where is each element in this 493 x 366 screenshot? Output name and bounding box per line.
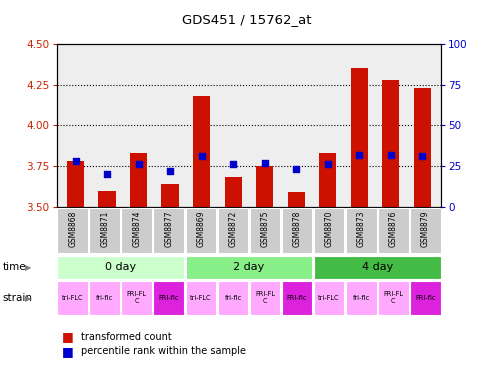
Text: 0 day: 0 day [105,262,137,272]
Bar [121,208,152,253]
Text: GSM8870: GSM8870 [324,210,334,247]
Bar [185,208,216,253]
Bar [89,281,120,315]
Bar [346,208,377,253]
Point [229,161,237,167]
Point [324,161,332,167]
Text: ▶: ▶ [25,263,32,272]
Text: GSM8869: GSM8869 [196,210,206,247]
Point [166,168,174,174]
Text: GSM8879: GSM8879 [421,210,430,247]
Bar [162,184,179,207]
Text: time: time [2,262,26,272]
Bar [67,161,84,207]
Point [261,160,269,166]
Text: GSM8875: GSM8875 [260,210,270,247]
Point [71,158,79,164]
Text: GSM8872: GSM8872 [228,210,238,247]
Bar [121,281,152,315]
Point [198,153,206,159]
Bar [185,255,313,279]
Bar [224,178,242,207]
Text: FRI-FL
C: FRI-FL C [127,291,147,304]
Point [387,152,395,158]
Text: GSM8871: GSM8871 [100,210,109,247]
Bar [217,281,248,315]
Bar [282,281,313,315]
Point [355,152,363,158]
Text: GDS451 / 15762_at: GDS451 / 15762_at [182,13,311,26]
Bar [314,281,345,315]
Point [419,153,426,159]
Text: fri-flc: fri-flc [96,295,113,300]
Text: GSM8868: GSM8868 [68,210,77,247]
Bar [410,281,441,315]
Bar [378,281,409,315]
Bar [282,208,313,253]
Bar [130,153,147,207]
Text: GSM8876: GSM8876 [388,210,398,247]
Point [135,161,142,167]
Bar [314,255,441,279]
Bar [346,281,377,315]
Bar [410,208,441,253]
Text: ■: ■ [62,330,73,343]
Bar [351,68,368,207]
Bar [256,166,274,207]
Bar [57,281,88,315]
Point [292,167,300,172]
Bar [249,208,281,253]
Bar [153,281,184,315]
Bar [185,281,216,315]
Bar [57,255,184,279]
Text: FRI-FL
C: FRI-FL C [383,291,403,304]
Text: fri-flc: fri-flc [352,295,370,300]
Text: percentile rank within the sample: percentile rank within the sample [81,346,246,356]
Bar [193,96,211,207]
Text: FRI-flc: FRI-flc [287,295,307,300]
Text: tri-FLC: tri-FLC [62,295,83,300]
Text: GSM8874: GSM8874 [132,210,141,247]
Bar [382,80,399,207]
Text: GSM8878: GSM8878 [292,210,302,247]
Text: GSM8877: GSM8877 [164,210,174,247]
Bar [57,208,88,253]
Text: FRI-FL
C: FRI-FL C [255,291,275,304]
Bar [314,208,345,253]
Bar [153,208,184,253]
Text: 4 day: 4 day [361,262,393,272]
Bar [287,192,305,207]
Text: FRI-flc: FRI-flc [415,295,435,300]
Bar [249,281,281,315]
Bar [217,208,248,253]
Text: GSM8873: GSM8873 [356,210,366,247]
Bar [319,153,336,207]
Bar [378,208,409,253]
Bar [99,190,116,207]
Text: transformed count: transformed count [81,332,172,342]
Text: FRI-flc: FRI-flc [159,295,179,300]
Text: fri-flc: fri-flc [224,295,242,300]
Text: strain: strain [2,293,33,303]
Text: ▶: ▶ [25,294,32,303]
Bar [89,208,120,253]
Text: 2 day: 2 day [233,262,265,272]
Text: ■: ■ [62,345,73,358]
Text: tri-FLC: tri-FLC [318,295,340,300]
Point [103,171,111,177]
Text: tri-FLC: tri-FLC [190,295,211,300]
Bar [414,88,431,207]
